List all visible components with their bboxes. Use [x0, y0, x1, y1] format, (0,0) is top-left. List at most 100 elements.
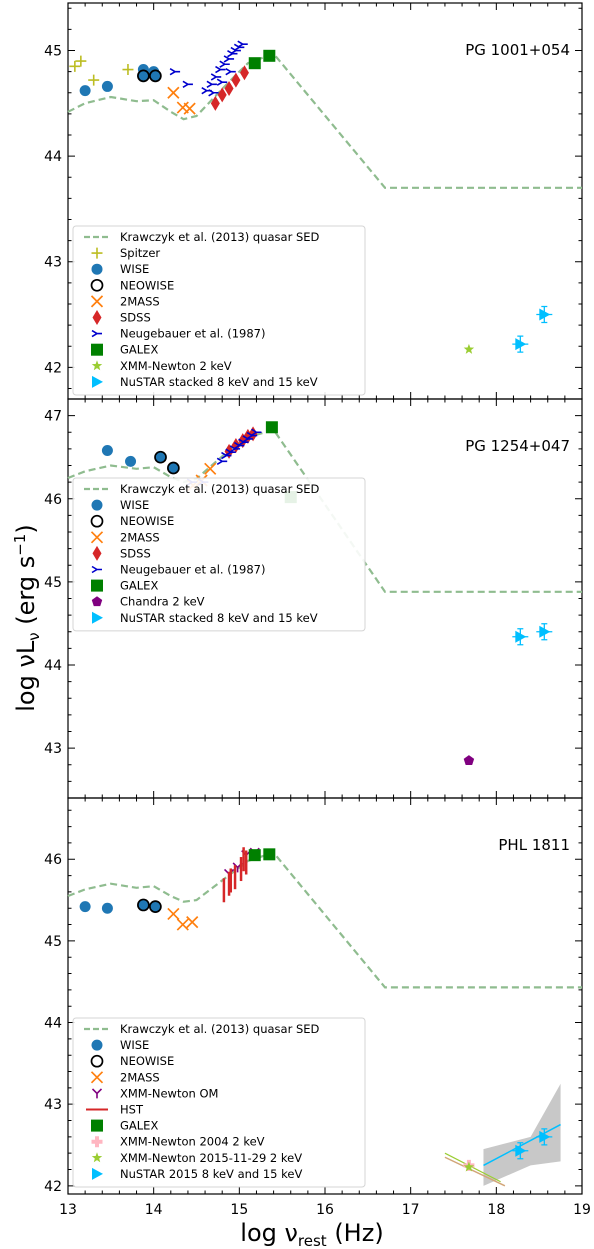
- data-point: [183, 102, 196, 115]
- data-point: [221, 451, 232, 460]
- legend-label: Neugebauer et al. (1987): [120, 563, 265, 577]
- y-tick-label: 43: [44, 1097, 62, 1113]
- data-point-wise-fill: [137, 70, 149, 82]
- legend-label: XMM-Newton 2015-11-29 2 keV: [120, 1151, 302, 1165]
- data-point: [216, 78, 228, 86]
- data-point: [182, 80, 193, 88]
- data-point: [137, 898, 150, 912]
- data-point: [169, 67, 181, 76]
- data-point: [125, 455, 137, 467]
- data-point: [79, 901, 91, 913]
- x-tick-label: 14: [145, 1202, 163, 1218]
- data-point: [216, 457, 228, 466]
- data-point: [217, 87, 227, 103]
- legend-label: SDSS: [120, 311, 151, 325]
- data-point: [122, 64, 134, 76]
- legend-label: Neugebauer et al. (1987): [120, 327, 265, 341]
- panels: 42 43 44 45 PG 1001+054 Krawczyk et al. (2013…: [44, 2, 591, 1218]
- legend-swatch: [91, 1039, 103, 1051]
- xray-uncertainty-band: [483, 1083, 561, 1186]
- panel-title: PG 1001+054: [465, 41, 570, 59]
- data-point: [225, 448, 236, 456]
- legend-swatch: [90, 278, 104, 292]
- data-point: [227, 50, 238, 58]
- y-axis-title-sub: ν: [25, 632, 43, 640]
- y-tick-label: 42: [44, 1179, 62, 1195]
- y-axis-title-close: ): [12, 524, 40, 533]
- legend-swatch: [91, 579, 103, 592]
- data-point-wise-fill: [167, 462, 179, 474]
- legend-label: Krawczyk et al. (2013) quasar SED: [120, 482, 320, 496]
- legend-swatch: [91, 263, 103, 275]
- data-point: [186, 916, 199, 929]
- legend-swatch: [90, 531, 104, 544]
- data-point: [224, 81, 234, 97]
- data-point: [248, 57, 261, 70]
- x-axis-title: log νrest (Hz): [240, 1219, 383, 1249]
- y-tick-label: 45: [44, 575, 62, 591]
- y-tick-label: 44: [44, 658, 62, 674]
- legend-swatch: [91, 596, 103, 607]
- data-point: [101, 80, 113, 92]
- legend-label: XMM-Newton 2004 2 keV: [120, 1135, 265, 1149]
- legend-label: WISE: [120, 498, 149, 512]
- legend-label: NuSTAR stacked 8 keV and 15 keV: [120, 611, 318, 625]
- x-tick-label: 13: [59, 1202, 77, 1218]
- data-point: [242, 435, 253, 443]
- data-point: [231, 72, 241, 88]
- legend-label: 2MASS: [120, 530, 160, 544]
- y-tick-label: 44: [44, 1016, 62, 1032]
- legend-label: NEOWISE: [120, 514, 174, 528]
- data-point: [149, 69, 162, 83]
- data-point: [154, 450, 167, 464]
- data-point: [263, 848, 276, 861]
- legend: Krawczyk et al. (2013) quasar SED Spitzer…: [72, 225, 366, 396]
- data-point: [539, 625, 551, 638]
- data-point: [463, 1161, 475, 1172]
- data-point: [208, 89, 219, 97]
- legend-label: Spitzer: [120, 246, 160, 260]
- legend-label: WISE: [120, 262, 149, 276]
- data-point: [539, 1130, 551, 1143]
- data-point-wise-fill: [137, 899, 149, 911]
- legend-swatch: [91, 360, 103, 371]
- xmm2004-slope-line: [444, 1156, 506, 1187]
- legend-label: NuSTAR stacked 8 keV and 15 keV: [120, 375, 318, 389]
- legend-label: Krawczyk et al. (2013) quasar SED: [120, 230, 320, 244]
- legend-label: GALEX: [120, 1119, 158, 1133]
- data-point: [239, 65, 249, 81]
- y-axis-title: log νLν (erg s−1): [11, 524, 43, 711]
- panel-2: 43 44 45 46 47 PG 1254+047 Krawczyk et al. (20…: [44, 398, 583, 799]
- data-point: [75, 55, 87, 67]
- panel-3: 42 43 44 45 46 13 14 15 16 17 18 19 PHL 1811 Krawczyk…: [44, 797, 591, 1218]
- x-tick-label: 15: [230, 1202, 248, 1218]
- data-point: [229, 445, 241, 453]
- legend-swatch: [90, 514, 104, 528]
- data-point: [69, 60, 81, 72]
- legend-swatch: [91, 565, 102, 574]
- x-tick-label: 18: [487, 1202, 505, 1218]
- data-point-wise-fill: [155, 451, 167, 463]
- data-point: [463, 343, 475, 354]
- legend-label: XMM-Newton OM: [120, 1086, 218, 1100]
- y-tick-label: 45: [44, 934, 62, 950]
- x-tick-label: 19: [573, 1202, 591, 1218]
- y-tick-label: 46: [44, 492, 62, 508]
- y-tick-label: 43: [44, 741, 62, 757]
- data-point: [248, 849, 261, 862]
- data-point: [265, 421, 278, 434]
- y-axis-title-main: log νL: [12, 640, 40, 712]
- data-point: [176, 918, 189, 931]
- legend-swatch: [91, 499, 103, 511]
- legend-label: SDSS: [120, 546, 151, 560]
- legend-swatch: [91, 1119, 103, 1132]
- legend-label: NEOWISE: [120, 1054, 174, 1068]
- y-tick-label: 42: [44, 360, 62, 376]
- y-tick-label: 45: [44, 44, 62, 60]
- legend-swatch: [91, 1088, 103, 1099]
- data-point: [167, 86, 180, 99]
- legend-label: GALEX: [120, 579, 158, 593]
- panel-1: 42 43 44 45 PG 1001+054 Krawczyk et al. (2013…: [44, 2, 583, 400]
- data-point: [233, 43, 245, 52]
